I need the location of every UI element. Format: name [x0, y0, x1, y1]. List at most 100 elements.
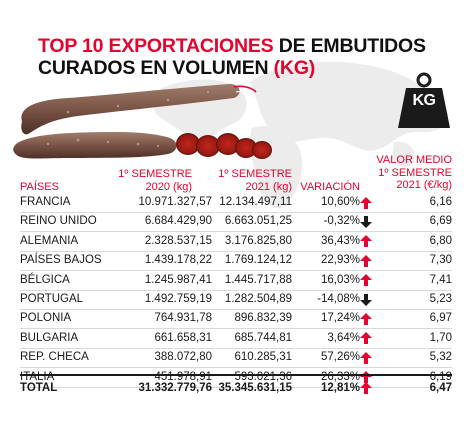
average-value: 6,19 — [429, 370, 452, 383]
table-row: PORTUGAL 1.492.759,19 1.282.504,89 -14,08% 5… — [20, 290, 452, 309]
table-row: REP. CHECA 388.072,80 610.285,31 57,26% 5,32 — [20, 348, 452, 367]
semester-2020-value: 764.931,78 — [154, 312, 212, 325]
country-name: FRANCIA — [20, 196, 71, 208]
row-separator — [20, 328, 452, 330]
variation-value: 3,64% — [327, 331, 360, 344]
average-value: 6,69 — [429, 215, 452, 228]
header-countries: PAÍSES — [20, 181, 59, 193]
row-separator — [20, 308, 452, 310]
row-separator — [20, 231, 452, 233]
variation-value: 22,93% — [320, 254, 360, 267]
semester-2020-value: 2.328.537,15 — [144, 234, 212, 247]
semester-2021-value: 6.663.051,25 — [224, 215, 292, 228]
variation-value: 26,33% — [320, 370, 360, 383]
country-name: REP. CHECA — [20, 351, 89, 364]
table-row: PAÍSES BAJOS 1.439.178,22 1.769.124,12 22,9… — [20, 251, 452, 270]
variation-value: 16,03% — [320, 273, 360, 286]
header-average-value-line3: 2021 (€/kg) — [396, 179, 452, 191]
average-value: 7,41 — [429, 273, 452, 286]
kg-weight-icon — [398, 72, 450, 128]
header-variation: VARIACIÓN — [300, 181, 360, 193]
table-row: ALEMANIA 2.328.537,15 3.176.825,80 36,43% 6,… — [20, 232, 452, 251]
semester-2021-value: 685.744,81 — [234, 331, 292, 344]
variation-value: 17,24% — [320, 312, 360, 325]
variation-value: 57,26% — [320, 351, 360, 364]
row-separator — [20, 386, 452, 388]
table-row: POLONIA 764.931,78 896.832,39 17,24% 6,97 — [20, 309, 452, 328]
country-name: PAÍSES BAJOS — [20, 254, 102, 267]
semester-2020-value: 1.492.759,19 — [144, 293, 212, 305]
row-separator — [20, 347, 452, 349]
average-value: 5,32 — [429, 351, 452, 364]
average-value: 6,80 — [429, 234, 452, 247]
variation-value: 10,60% — [320, 196, 360, 208]
total-semester-2021: 35.345.631,15 — [218, 382, 292, 394]
average-value: 6,97 — [429, 312, 452, 325]
average-value: 1,70 — [429, 331, 452, 344]
trend-up-icon — [360, 351, 372, 364]
trend-down-icon — [360, 293, 372, 306]
semester-2020-value: 1.245.987,41 — [144, 273, 212, 286]
title-text-line2: CURADOS EN VOLUMEN — [38, 57, 274, 79]
title-highlight: TOP 10 EXPORTACIONES — [38, 35, 274, 57]
total-divider — [20, 374, 452, 376]
country-name: PORTUGAL — [20, 293, 84, 305]
trend-up-icon — [360, 313, 372, 326]
variation-value: 36,43% — [320, 234, 360, 247]
semester-2021-value: 610.285,31 — [234, 351, 292, 364]
semester-2021-value: 1.769.124,12 — [224, 254, 292, 267]
row-separator — [20, 367, 452, 369]
row-separator — [20, 270, 452, 272]
title-unit: (KG) — [273, 57, 316, 79]
semester-2020-value: 6.684.429,90 — [144, 215, 212, 228]
country-name: REINO UNIDO — [20, 215, 97, 228]
header-average-value: VALOR MEDIO 1º SEMESTRE 2021 (€/kg) — [356, 154, 452, 192]
trend-up-icon — [360, 332, 372, 345]
average-value: 6,16 — [429, 196, 452, 208]
trend-up-icon — [360, 196, 372, 209]
table-row: REINO UNIDO 6.684.429,90 6.663.051,25 -0,32… — [20, 212, 452, 231]
total-variation: 12,81% — [320, 382, 360, 394]
total-average-value: 6,47 — [429, 382, 452, 394]
header-average-value-line2: 1º SEMESTRE — [378, 166, 452, 179]
average-value: 5,23 — [429, 293, 452, 305]
trend-up-icon — [360, 274, 372, 287]
header-semester-2021: 1º SEMESTRE 2021 (kg) — [198, 168, 292, 193]
average-value: 7,30 — [429, 254, 452, 267]
header-semester-2020-line1: 1º SEMESTRE — [118, 168, 192, 180]
total-label: TOTAL — [20, 382, 58, 394]
header-average-value-line1: VALOR MEDIO — [376, 154, 452, 166]
semester-2020-value: 451.978,91 — [154, 370, 212, 383]
trend-up-icon — [360, 235, 372, 248]
table-row: BULGARIA 661.658,31 685.744,81 3,64% 1,70 — [20, 329, 452, 348]
table-row: BÉLGICA 1.245.987,41 1.445.717,88 16,03% 7,4… — [20, 271, 452, 290]
semester-2020-value: 388.072,80 — [154, 351, 212, 364]
trend-up-icon — [360, 382, 372, 394]
variation-value: -14,08% — [317, 293, 360, 305]
header-semester-2021-line2: 2021 (kg) — [245, 180, 292, 193]
sausages-image — [13, 83, 272, 159]
kg-icon-label: KG — [412, 92, 437, 109]
semester-2020-value: 1.439.178,22 — [144, 254, 212, 267]
country-name: BULGARIA — [20, 331, 79, 344]
semester-2021-value: 3.176.825,80 — [224, 234, 292, 247]
header-semester-2020: 1º SEMESTRE 2020 (kg) — [100, 168, 192, 193]
total-row: TOTAL 31.332.779,76 35.345.631,15 12,81%… — [20, 377, 452, 399]
semester-2020-value: 10.971.327,57 — [138, 196, 212, 208]
variation-value: -0,32% — [323, 215, 360, 228]
header-semester-2020-line2: 2020 (kg) — [145, 180, 192, 193]
table-row: FRANCIA 10.971.327,57 12.134.497,11 10,60% 6… — [20, 193, 452, 212]
semester-2020-value: 661.658,31 — [154, 331, 212, 344]
trend-up-icon — [360, 254, 372, 267]
semester-2021-value: 1.282.504,89 — [224, 293, 292, 305]
total-semester-2020: 31.332.779,76 — [138, 382, 212, 394]
country-name: BÉLGICA — [20, 273, 70, 286]
country-name: POLONIA — [20, 312, 72, 325]
semester-2021-value: 896.832,39 — [234, 312, 292, 325]
title-text: DE EMBUTIDOS — [273, 35, 426, 57]
infographic-title: TOP 10 EXPORTACIONES DE EMBUTIDOS CURADO… — [38, 35, 438, 79]
row-separator — [20, 289, 452, 291]
trend-down-icon — [360, 216, 372, 229]
row-separator — [20, 211, 452, 213]
country-name: ITALIA — [20, 370, 55, 383]
